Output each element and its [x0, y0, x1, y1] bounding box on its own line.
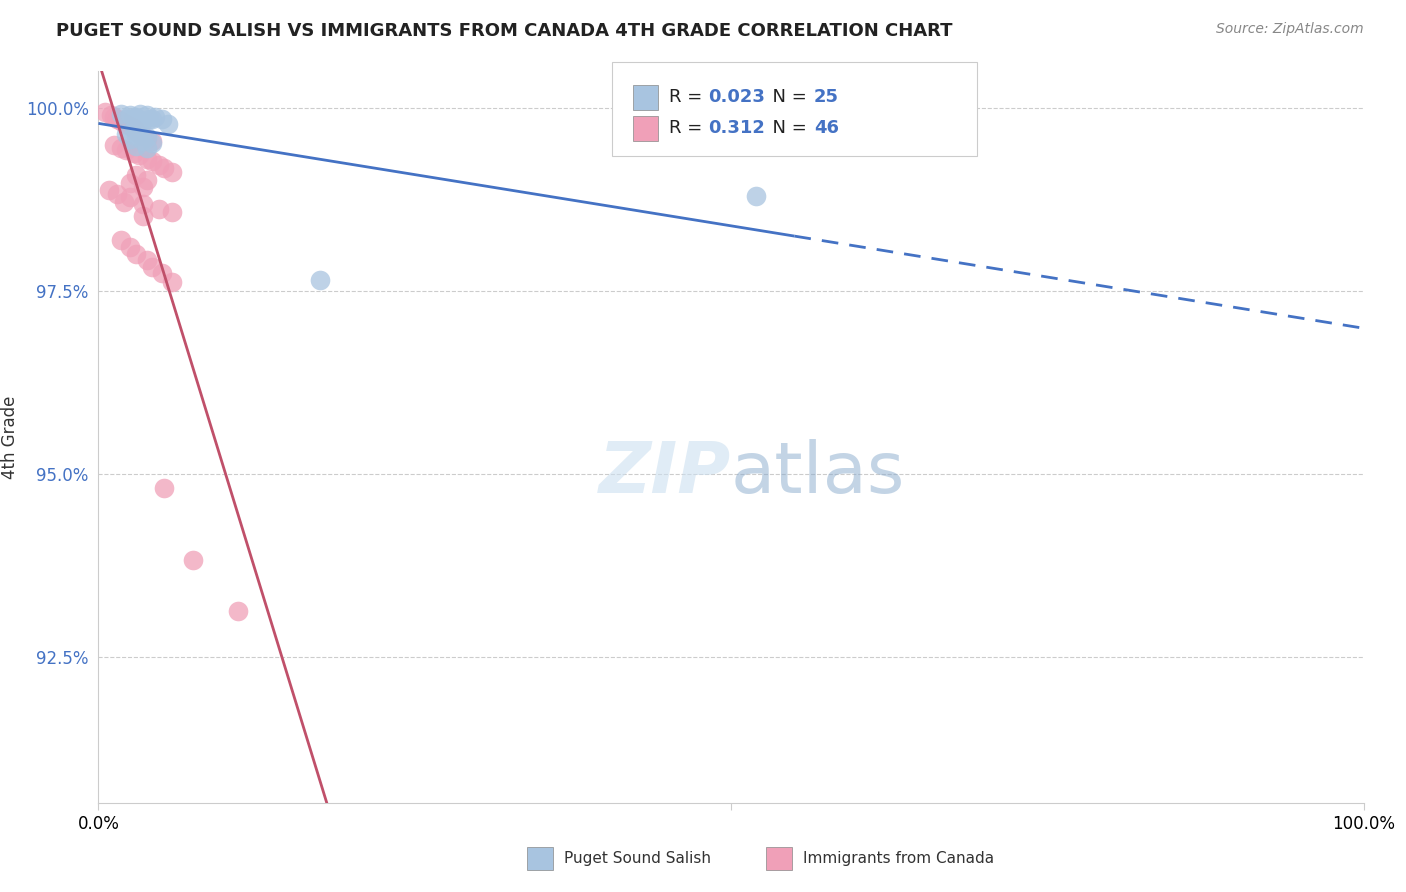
Point [129, 107, 152, 121]
Point [128, 127, 150, 141]
Point [135, 108, 157, 122]
Point [135, 141, 157, 155]
Point [107, 187, 129, 202]
Point [141, 112, 163, 126]
Point [110, 141, 132, 155]
Point [115, 144, 138, 158]
Point [132, 128, 155, 143]
Point [141, 260, 163, 275]
Point [112, 194, 135, 209]
Point [153, 481, 176, 495]
Point [135, 130, 157, 145]
Point [138, 112, 160, 126]
Point [150, 265, 173, 279]
Point [309, 273, 332, 287]
Point [226, 604, 249, 618]
Point [141, 153, 163, 168]
Point [107, 112, 129, 126]
Point [160, 275, 183, 289]
Point [103, 137, 125, 152]
Point [115, 117, 138, 131]
Text: Immigrants from Canada: Immigrants from Canada [803, 851, 994, 866]
Text: N =: N = [761, 120, 813, 137]
Point [135, 253, 157, 268]
Text: N =: N = [761, 88, 813, 106]
Point [132, 134, 155, 148]
Point [125, 139, 148, 153]
Point [135, 172, 157, 186]
Text: 0.312: 0.312 [709, 120, 765, 137]
Point [132, 180, 155, 194]
Text: PUGET SOUND SALISH VS IMMIGRANTS FROM CANADA 4TH GRADE CORRELATION CHART: PUGET SOUND SALISH VS IMMIGRANTS FROM CA… [56, 22, 953, 40]
Point [141, 134, 163, 148]
Point [115, 112, 138, 126]
Point [110, 114, 132, 128]
Point [125, 168, 148, 182]
Point [115, 127, 138, 141]
Point [120, 119, 141, 133]
Point [132, 197, 155, 211]
Point [157, 117, 180, 131]
Point [120, 131, 141, 145]
Point [153, 161, 176, 175]
Point [110, 107, 132, 121]
Point [125, 124, 148, 138]
Point [120, 176, 141, 190]
Point [148, 158, 170, 172]
Point [100, 108, 122, 122]
Point [150, 112, 173, 126]
Point [122, 110, 145, 124]
Y-axis label: 4th Grade: 4th Grade [1, 395, 18, 479]
Point [128, 124, 150, 138]
Point [141, 136, 163, 150]
Text: 46: 46 [814, 120, 839, 137]
Point [745, 188, 768, 202]
Text: Source: ZipAtlas.com: Source: ZipAtlas.com [1216, 22, 1364, 37]
Point [148, 202, 170, 216]
Point [160, 204, 183, 219]
Point [103, 110, 125, 124]
Text: R =: R = [669, 88, 709, 106]
Point [120, 240, 141, 254]
Point [132, 114, 155, 128]
Text: 25: 25 [814, 88, 839, 106]
Point [112, 115, 135, 129]
Text: atlas: atlas [731, 439, 905, 508]
Text: Puget Sound Salish: Puget Sound Salish [564, 851, 711, 866]
Point [125, 128, 148, 143]
Point [135, 131, 157, 145]
Point [120, 108, 141, 122]
Text: 0.023: 0.023 [709, 88, 765, 106]
Point [125, 247, 148, 261]
Point [128, 148, 150, 162]
Text: ZIP: ZIP [599, 439, 731, 508]
Point [120, 190, 141, 204]
Point [160, 165, 183, 179]
Point [145, 110, 166, 124]
Point [110, 233, 132, 247]
Point [93, 104, 117, 119]
Point [183, 553, 205, 567]
Point [122, 146, 145, 161]
Point [132, 209, 155, 223]
Point [122, 121, 145, 136]
Text: R =: R = [669, 120, 709, 137]
Point [135, 152, 157, 166]
Point [122, 121, 145, 136]
Point [125, 110, 148, 124]
Point [97, 183, 120, 197]
